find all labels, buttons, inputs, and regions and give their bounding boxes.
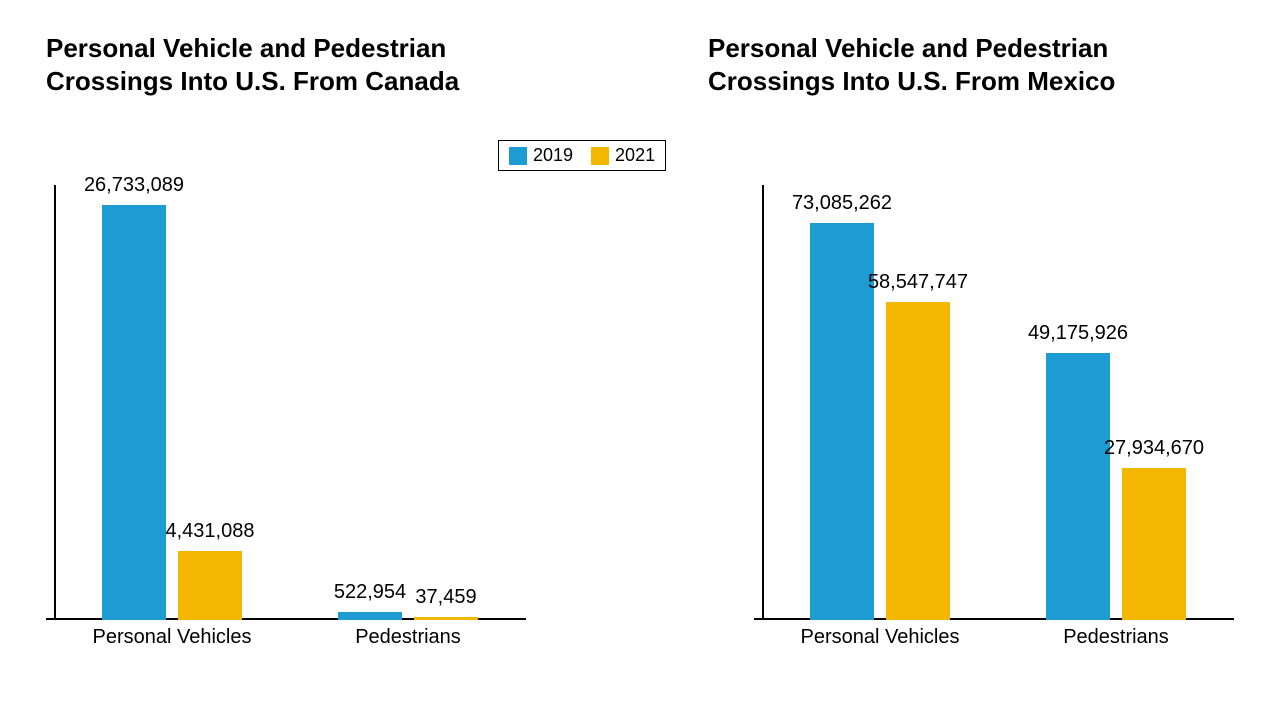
bar-value-label: 49,175,926: [1008, 322, 1148, 345]
chart-mexico: 73,085,262 58,547,747 49,175,926 27,934,670: [762, 185, 1234, 620]
bar: [1122, 468, 1186, 620]
category-label: Personal Vehicles: [762, 626, 998, 649]
bar-value-label: 27,934,670: [1084, 437, 1224, 460]
chart-title-canada: Personal Vehicle and PedestrianCrossings…: [46, 32, 459, 97]
legend-swatch-2021: [591, 147, 609, 165]
y-axis: [54, 185, 56, 620]
category-labels-mexico: Personal Vehicles Pedestrians: [762, 626, 1234, 649]
legend-swatch-2019: [509, 147, 527, 165]
y-axis: [762, 185, 764, 620]
bar: [102, 205, 166, 620]
category-label: Pedestrians: [290, 626, 526, 649]
chart-title-mexico: Personal Vehicle and PedestrianCrossings…: [708, 32, 1115, 97]
legend-label-2021: 2021: [615, 145, 655, 166]
bar-value-label: 58,547,747: [848, 271, 988, 294]
legend: 2019 2021: [498, 140, 666, 171]
bar: [178, 551, 242, 620]
legend-label-2019: 2019: [533, 145, 573, 166]
category-label: Personal Vehicles: [54, 626, 290, 649]
bar: [414, 617, 478, 620]
bar: [338, 612, 402, 620]
chart-canada: 26,733,0894,431,088522,95437,459: [54, 185, 526, 620]
bar-value-label: 37,459: [376, 586, 516, 609]
category-labels-canada: Personal Vehicles Pedestrians: [54, 626, 526, 649]
category-label: Pedestrians: [998, 626, 1234, 649]
bar: [1046, 353, 1110, 620]
bar-value-label: 73,085,262: [772, 192, 912, 215]
bar-value-label: 4,431,088: [140, 520, 280, 543]
bar: [886, 302, 950, 620]
bar-value-label: 26,733,089: [64, 174, 204, 197]
